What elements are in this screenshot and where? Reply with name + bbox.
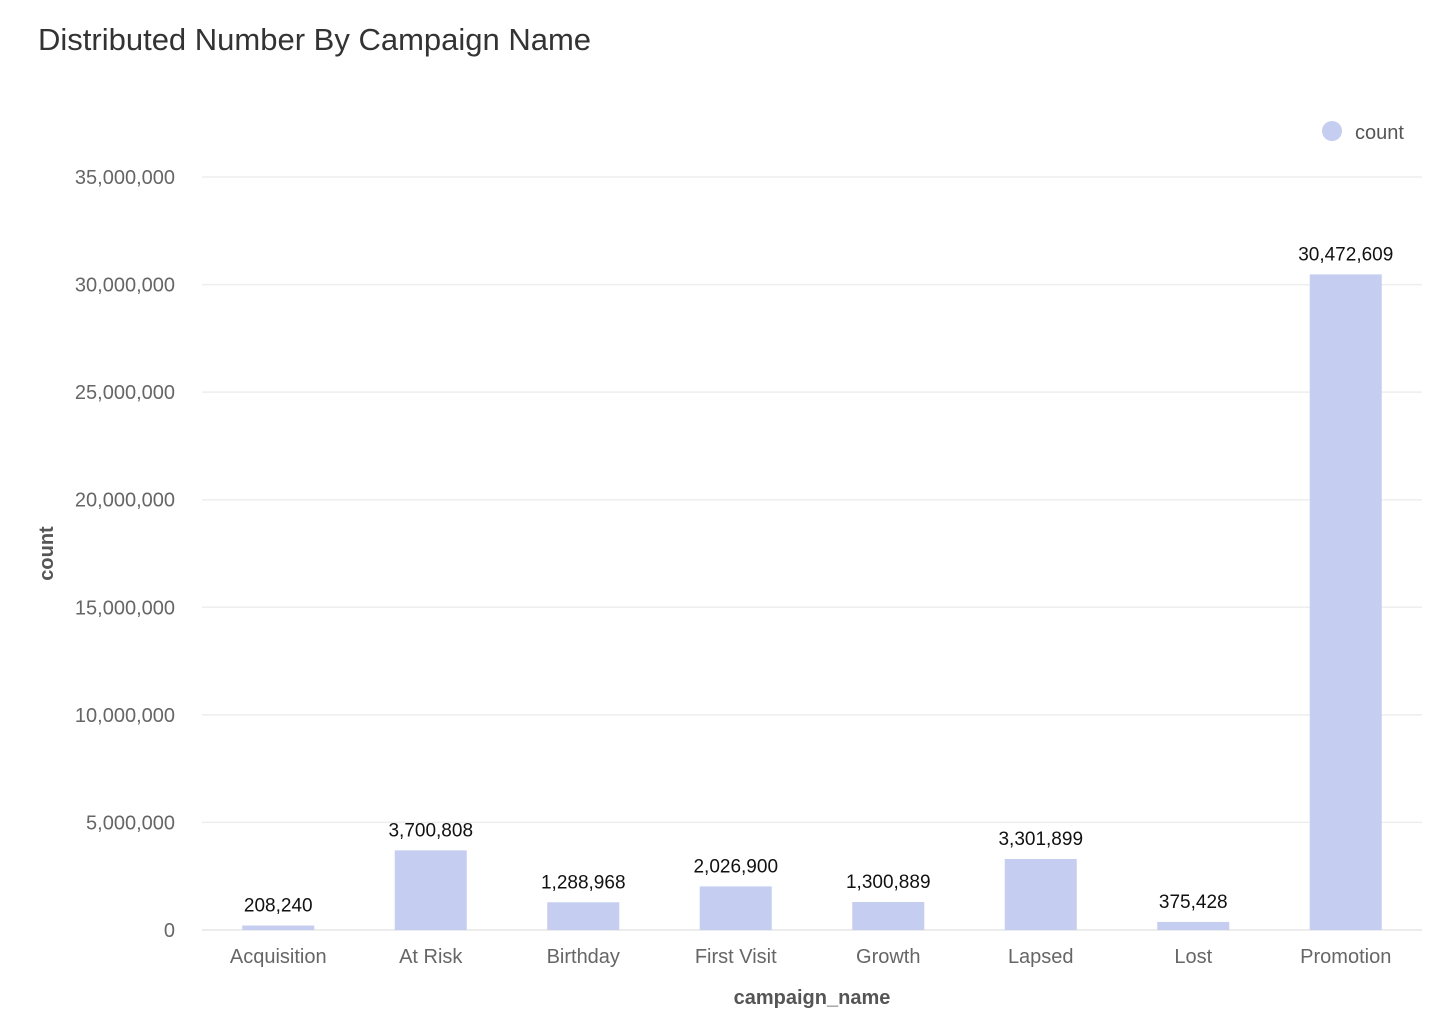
bar[interactable] xyxy=(242,925,315,930)
x-tick-label: Promotion xyxy=(1300,946,1391,968)
x-tick-label: Birthday xyxy=(547,946,620,968)
x-axis-ticks: Acquisition At Risk Birthday First Visit Gro… xyxy=(230,946,1391,968)
y-tick-label: 30,000,000 xyxy=(75,275,175,297)
data-label: 375,428 xyxy=(1159,892,1228,913)
x-tick-label: Acquisition xyxy=(230,946,327,968)
x-tick-label: First Visit xyxy=(695,946,777,968)
data-labels: 208,240 3,700,808 1,288,968 2,026,900 1,300,… xyxy=(244,244,1393,916)
data-label: 208,240 xyxy=(244,896,313,917)
y-tick-label: 35,000,000 xyxy=(75,167,175,189)
legend[interactable]: count xyxy=(1322,121,1404,144)
legend-marker-count xyxy=(1322,121,1342,141)
y-tick-label: 0 xyxy=(164,920,175,942)
data-label: 2,026,900 xyxy=(693,856,778,877)
bar[interactable] xyxy=(1004,858,1077,930)
y-tick-label: 25,000,000 xyxy=(75,382,175,404)
x-tick-label: At Risk xyxy=(399,946,463,968)
chart-title: Distributed Number By Campaign Name xyxy=(38,22,592,57)
x-axis-title: campaign_name xyxy=(734,987,891,1009)
y-tick-label: 10,000,000 xyxy=(75,705,175,727)
legend-label-count: count xyxy=(1355,122,1404,144)
x-tick-label: Growth xyxy=(856,946,920,968)
bars xyxy=(242,274,1382,931)
y-axis-ticks: 0 5,000,000 10,000,000 15,000,000 20,000,000… xyxy=(75,167,175,942)
bar[interactable] xyxy=(852,902,925,930)
grid-lines xyxy=(202,176,1422,931)
x-tick-label: Lost xyxy=(1174,946,1212,968)
data-label: 3,301,899 xyxy=(998,829,1083,850)
bar[interactable] xyxy=(547,902,620,930)
data-label: 1,300,889 xyxy=(846,872,931,893)
y-axis-title: count xyxy=(36,526,58,581)
data-label: 3,700,808 xyxy=(388,820,473,841)
bar[interactable] xyxy=(1157,921,1230,930)
data-label: 1,288,968 xyxy=(541,872,626,893)
y-tick-label: 5,000,000 xyxy=(86,812,175,834)
y-tick-label: 20,000,000 xyxy=(75,490,175,512)
bar[interactable] xyxy=(699,886,772,930)
bar[interactable] xyxy=(1309,274,1382,931)
y-tick-label: 15,000,000 xyxy=(75,597,175,619)
data-label: 30,472,609 xyxy=(1298,244,1393,265)
bar[interactable] xyxy=(394,850,467,930)
x-tick-label: Lapsed xyxy=(1008,946,1074,968)
